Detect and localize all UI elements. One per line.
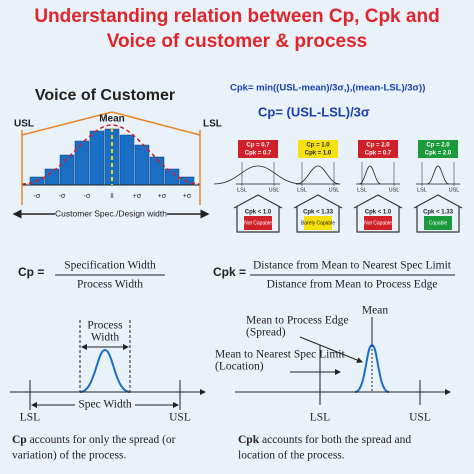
label: Spec Width bbox=[78, 399, 132, 411]
curve bbox=[354, 343, 390, 393]
verdict-box bbox=[364, 216, 392, 230]
sigma-label: -σ bbox=[34, 193, 41, 200]
voc-title: Voice of Customer bbox=[35, 87, 175, 104]
label-bg bbox=[75, 399, 135, 411]
note: Cpk accounts for both the spread and bbox=[238, 434, 411, 446]
formula: Cp= (USL-LSL)/3σ bbox=[258, 104, 370, 119]
curve bbox=[213, 165, 303, 185]
bar bbox=[74, 140, 90, 186]
label: Mean bbox=[99, 114, 125, 125]
house bbox=[233, 194, 283, 233]
badge-text: Cpk = 1.0 bbox=[305, 151, 332, 157]
label: USL bbox=[14, 119, 34, 130]
denominator: Distance from Mean to Process Edge bbox=[267, 279, 438, 291]
condition: Cpk < 1.0 bbox=[245, 210, 272, 216]
badge bbox=[298, 140, 338, 158]
badge bbox=[238, 140, 278, 158]
badge-text: Cpk = 2.0 bbox=[425, 151, 452, 157]
label: USL bbox=[409, 412, 431, 424]
bar bbox=[164, 168, 180, 186]
bar bbox=[134, 144, 150, 186]
label: LSL bbox=[20, 412, 40, 424]
condition: Cpk < 1.0 bbox=[365, 210, 392, 216]
note-text: accounts for only the spread (or bbox=[27, 434, 176, 446]
label: (Spread) bbox=[246, 327, 286, 339]
house bbox=[413, 194, 463, 233]
label: LSL bbox=[417, 187, 427, 193]
label: LSL bbox=[237, 187, 247, 193]
formula: Cpk= min((USL-mean)/3σ,),(mean-LSL)/3σ)) bbox=[230, 83, 425, 94]
note: Cp accounts for only the spread (or bbox=[12, 434, 176, 446]
note-text: accounts for both the spread and bbox=[259, 434, 411, 446]
condition: Cpk < 1.33 bbox=[303, 210, 334, 216]
sigma-label: +σ bbox=[133, 193, 142, 200]
label: (Location) bbox=[215, 361, 264, 373]
badge-text: Cp = 0.7 bbox=[246, 143, 270, 149]
label: LSL bbox=[310, 412, 330, 424]
verdict: Capable bbox=[429, 220, 448, 226]
curve bbox=[21, 124, 201, 185]
note-lead: Cp bbox=[12, 434, 27, 446]
curve bbox=[295, 165, 341, 185]
lhs: Cp = bbox=[18, 265, 44, 279]
note: variation) of the process. bbox=[12, 450, 126, 462]
histogram bbox=[21, 124, 201, 186]
label: Mean to Nearest Spec Limit bbox=[215, 349, 345, 361]
label: Width bbox=[91, 332, 120, 344]
label: Process bbox=[87, 320, 123, 332]
label: USL bbox=[449, 187, 460, 193]
line bbox=[21, 111, 113, 136]
sigma-label: -σ bbox=[59, 193, 66, 200]
verdict-box bbox=[424, 216, 452, 230]
sigma-label: x̄ bbox=[110, 193, 114, 200]
house bbox=[293, 194, 343, 233]
numerator: Specification Width bbox=[64, 260, 156, 272]
label: Customer Spec./Design width bbox=[55, 208, 167, 218]
badge-text: Cpk = 0.7 bbox=[245, 151, 272, 157]
note-lead: Cpk bbox=[238, 434, 260, 446]
condition: Cpk < 1.33 bbox=[423, 210, 454, 216]
label: LSL bbox=[357, 187, 367, 193]
arrow bbox=[299, 336, 363, 363]
verdict-box bbox=[304, 216, 332, 230]
denominator: Process Width bbox=[77, 279, 143, 291]
curve bbox=[79, 348, 131, 393]
bar bbox=[119, 134, 135, 186]
sigma-label: -σ bbox=[84, 193, 91, 200]
label-bg bbox=[55, 208, 167, 220]
title: Understanding relation between Cp, Cpk a… bbox=[34, 6, 439, 27]
label: USL bbox=[269, 187, 280, 193]
label: Mean to Process Edge bbox=[246, 315, 349, 327]
verdict: Not Capable bbox=[364, 220, 392, 226]
label: USL bbox=[389, 187, 400, 193]
bar bbox=[44, 168, 60, 186]
bar bbox=[89, 130, 105, 186]
note: location of the process. bbox=[238, 450, 345, 462]
label: Mean bbox=[362, 305, 388, 317]
badge-text: Cp = 2.0 bbox=[366, 143, 390, 149]
verdict: Not Capable bbox=[244, 220, 272, 226]
badge bbox=[358, 140, 398, 158]
title: Voice of customer & process bbox=[107, 31, 367, 52]
label: USL bbox=[329, 187, 340, 193]
sigma-label: +σ bbox=[158, 193, 167, 200]
badge bbox=[418, 140, 458, 158]
badge-text: Cp = 2.0 bbox=[426, 143, 450, 149]
verdict: Barely Capable bbox=[301, 220, 335, 226]
numerator: Distance from Mean to Nearest Spec Limit bbox=[253, 260, 452, 272]
curve bbox=[358, 165, 382, 185]
bar bbox=[149, 156, 165, 186]
lhs: Cpk = bbox=[213, 265, 246, 279]
sigma-label: +σ bbox=[183, 193, 192, 200]
house bbox=[353, 194, 403, 233]
label: USL bbox=[169, 412, 191, 424]
badge-text: Cpk = 0.7 bbox=[365, 151, 392, 157]
label: LSL bbox=[203, 119, 222, 130]
label: LSL bbox=[297, 187, 307, 193]
line bbox=[111, 111, 201, 136]
verdict-box bbox=[244, 216, 272, 230]
badge-text: Cp = 1.0 bbox=[306, 143, 330, 149]
curve bbox=[426, 165, 450, 185]
